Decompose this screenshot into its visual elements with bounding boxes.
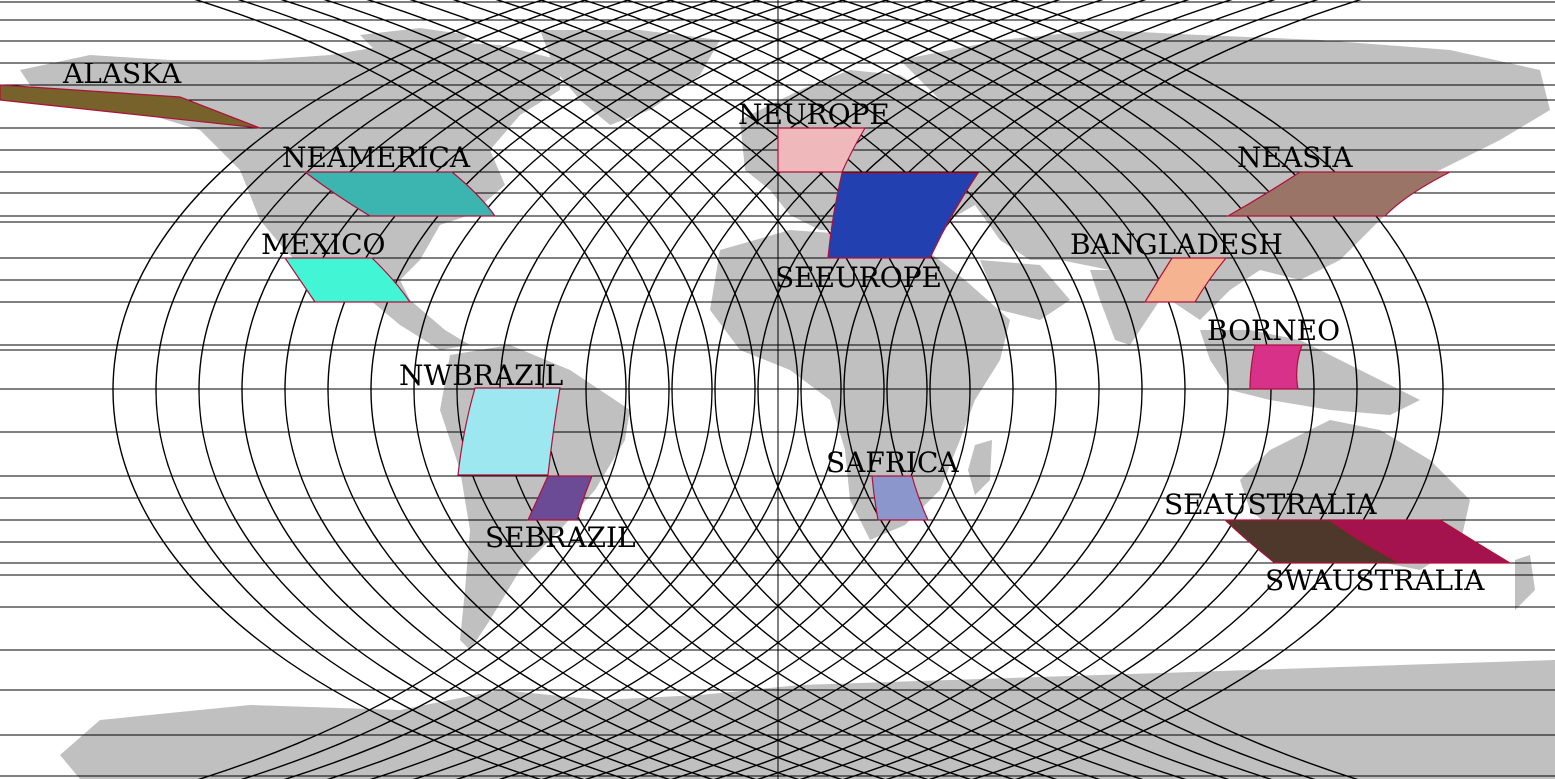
label-safrica: SAFRICA bbox=[826, 446, 959, 479]
region-borneo bbox=[1249, 344, 1303, 390]
region-mexico bbox=[283, 257, 412, 303]
meridian-curve bbox=[800, 0, 1234, 779]
meridian-curve bbox=[757, 0, 1191, 779]
region-neasia bbox=[1225, 171, 1451, 217]
label-borneo: BORNEO bbox=[1207, 314, 1340, 347]
label-neamerica: NEAMERICA bbox=[282, 141, 471, 174]
label-neurope: NEUROPE bbox=[738, 98, 890, 131]
meridian-curve bbox=[752, 0, 1186, 779]
land-north-america bbox=[20, 40, 560, 350]
label-swaustralia: SWAUSTRALIA bbox=[1265, 564, 1485, 597]
meridian-curve bbox=[881, 0, 1315, 779]
region-swaustralia bbox=[1328, 519, 1513, 564]
label-neasia: NEASIA bbox=[1237, 141, 1353, 174]
meridian-curves bbox=[112, 0, 1444, 779]
meridian-curve bbox=[241, 0, 675, 779]
meridian-curve bbox=[322, 0, 756, 779]
meridian-curve bbox=[408, 0, 842, 779]
land-greenland bbox=[540, 30, 720, 125]
region-safrica bbox=[871, 475, 929, 521]
land-new-zealand bbox=[1515, 555, 1535, 610]
meridian-curve bbox=[284, 0, 718, 779]
label-seeurope: SEEUROPE bbox=[775, 261, 942, 294]
meridian-curve bbox=[155, 0, 589, 779]
region-neurope bbox=[777, 127, 867, 173]
label-bangladesh: BANGLADESH bbox=[1070, 228, 1283, 261]
regions bbox=[0, 84, 1513, 564]
meridian-curve bbox=[456, 0, 890, 779]
meridian-curve bbox=[666, 0, 1100, 779]
meridian-curve bbox=[370, 0, 804, 779]
meridian-curve bbox=[451, 0, 885, 779]
meridian-curve bbox=[279, 0, 713, 779]
label-mexico: MEXICO bbox=[261, 228, 385, 261]
meridian-curve bbox=[413, 0, 847, 779]
land-india bbox=[1090, 270, 1160, 345]
meridian-curve bbox=[198, 0, 632, 779]
label-sebrazil: SEBRAZIL bbox=[485, 521, 636, 554]
meridian-curve bbox=[924, 0, 1358, 779]
land-madagascar bbox=[968, 440, 992, 495]
meridian-curve bbox=[494, 0, 928, 779]
region-neamerica bbox=[303, 171, 497, 217]
region-labels: ALASKA NEAMERICA MEXICO NWBRAZIL SEBRAZI… bbox=[62, 57, 1485, 597]
meridian-curve bbox=[327, 0, 761, 779]
label-seaustralia: SEAUSTRALIA bbox=[1164, 488, 1377, 521]
meridian-curve bbox=[671, 0, 1105, 779]
meridian-curve bbox=[628, 0, 1062, 779]
label-nwbrazil: NWBRAZIL bbox=[399, 359, 563, 392]
meridian-curve bbox=[623, 0, 1057, 779]
meridian-curve bbox=[537, 0, 971, 779]
meridian-curve bbox=[714, 0, 1148, 779]
label-alaska: ALASKA bbox=[62, 57, 182, 90]
meridian-curve bbox=[929, 0, 1363, 779]
region-nwbrazil bbox=[457, 387, 561, 476]
meridian-curve bbox=[709, 0, 1143, 779]
meridian-curve bbox=[365, 0, 799, 779]
meridian-curve bbox=[585, 0, 1019, 779]
meridian-curve bbox=[580, 0, 1014, 779]
meridian-curve bbox=[967, 0, 1401, 779]
meridian-curve bbox=[193, 0, 627, 779]
meridian-curve bbox=[886, 0, 1320, 779]
meridian-curve bbox=[112, 0, 546, 779]
land-arabia bbox=[980, 260, 1070, 320]
land-asia bbox=[900, 30, 1550, 320]
meridian-curve bbox=[843, 0, 1277, 779]
region-alaska bbox=[0, 84, 261, 129]
region-bangladesh bbox=[1143, 257, 1228, 303]
land-africa bbox=[710, 230, 1010, 540]
meridian-curve bbox=[236, 0, 670, 779]
meridian-curve bbox=[795, 0, 1229, 779]
meridian-curve bbox=[838, 0, 1272, 779]
meridian-curve bbox=[1010, 0, 1444, 779]
region-sebrazil bbox=[527, 475, 593, 521]
region-seeurope bbox=[827, 172, 980, 259]
